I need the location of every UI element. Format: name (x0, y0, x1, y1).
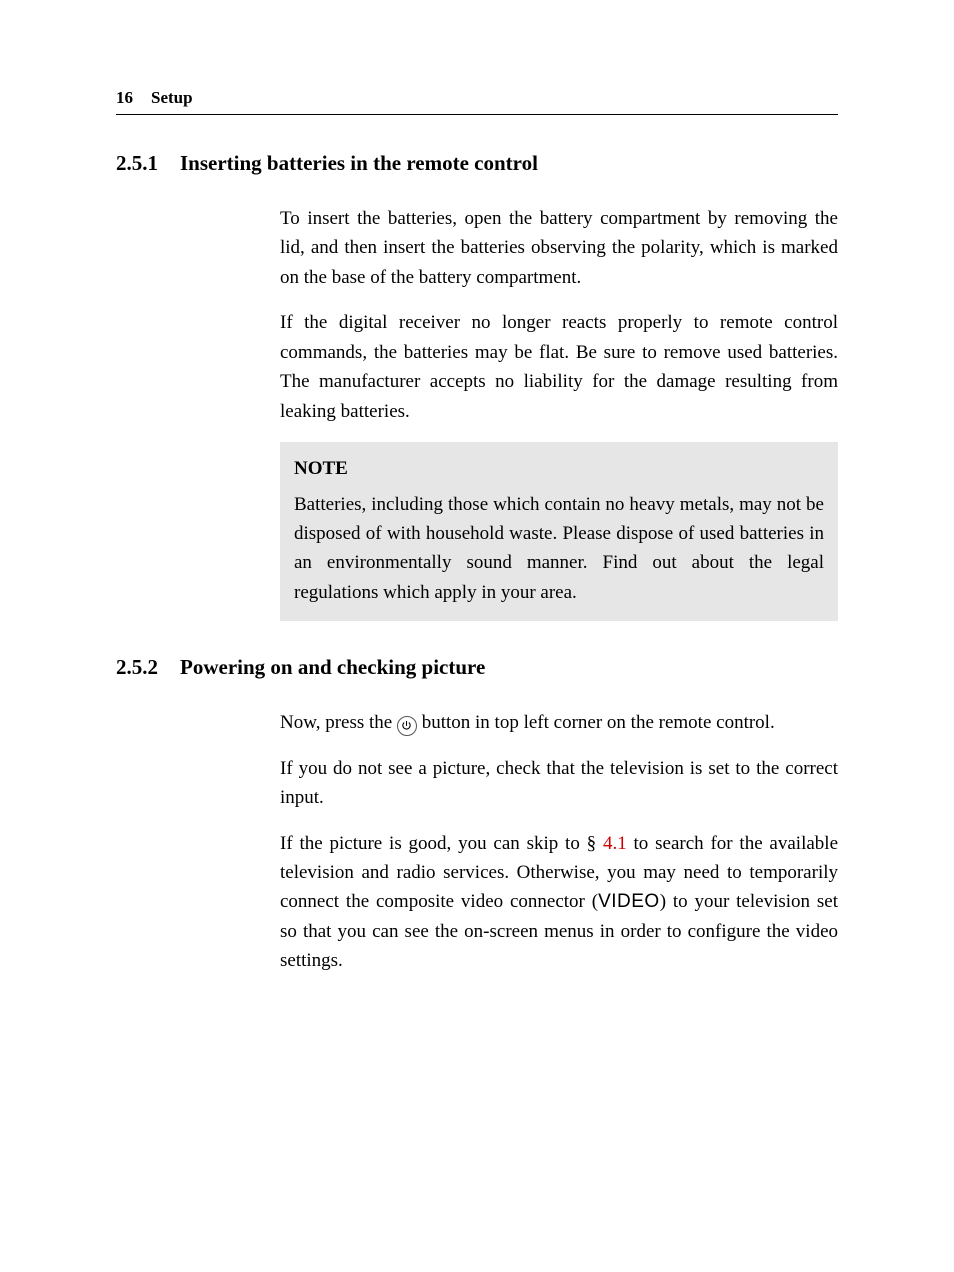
paragraph: If the digital receiver no longer reacts… (280, 308, 838, 426)
paragraph: To insert the batteries, open the batter… (280, 204, 838, 292)
cross-reference-link[interactable]: 4.1 (603, 833, 627, 854)
text-run: Now, press the (280, 712, 397, 733)
section-number: 2.5.2 (116, 655, 158, 680)
running-head: 16 Setup (116, 88, 838, 115)
paragraph: Now, press the button in top left corner… (280, 708, 838, 737)
chapter-title: Setup (151, 88, 193, 108)
section-number: 2.5.1 (116, 151, 158, 176)
connector-label: VIDEO (598, 891, 660, 912)
body-block-252: Now, press the button in top left corner… (280, 708, 838, 976)
section-heading-251: 2.5.1 Inserting batteries in the remote … (116, 151, 838, 176)
power-icon (397, 716, 417, 736)
text-run: If the picture is good, you can skip to … (280, 833, 603, 854)
section-title: Powering on and checking picture (180, 655, 485, 680)
text-run: button in top left corner on the remote … (417, 712, 775, 733)
note-label: NOTE (294, 454, 824, 483)
paragraph: If the picture is good, you can skip to … (280, 829, 838, 976)
section-heading-252: 2.5.2 Powering on and checking picture (116, 655, 838, 680)
note-box: NOTE Batteries, including those which co… (280, 442, 838, 621)
page-number: 16 (116, 88, 133, 108)
body-block-251: To insert the batteries, open the batter… (280, 204, 838, 426)
page: 16 Setup 2.5.1 Inserting batteries in th… (0, 0, 954, 1272)
section-title: Inserting batteries in the remote contro… (180, 151, 538, 176)
note-text: Batteries, including those which contain… (294, 490, 824, 608)
paragraph: If you do not see a picture, check that … (280, 754, 838, 813)
